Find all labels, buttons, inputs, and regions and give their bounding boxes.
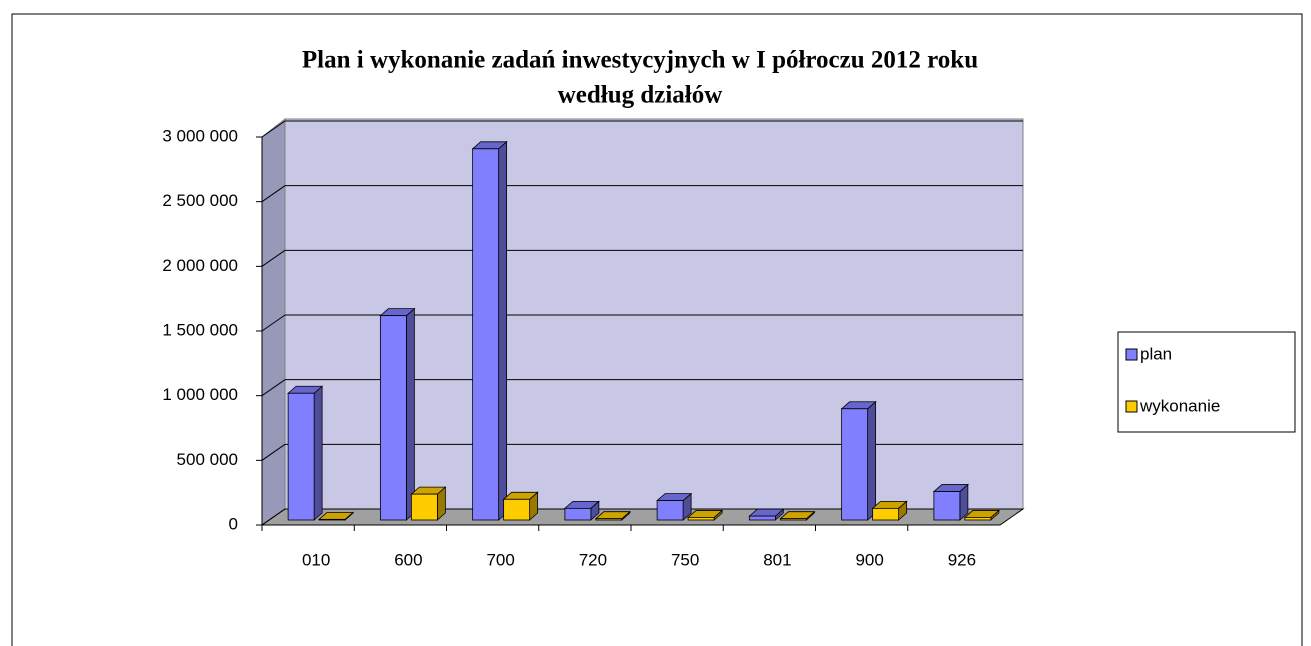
grid-line [261, 508, 286, 526]
grid-line [261, 185, 286, 203]
bar [748, 515, 776, 521]
legend-label: plan [1140, 344, 1172, 363]
bar [595, 518, 623, 521]
y-tick-label: 1 500 000 [162, 320, 238, 339]
grid-line [261, 120, 286, 138]
bar [872, 507, 900, 521]
legend-label: wykonanie [1139, 396, 1220, 415]
bar-side [867, 400, 877, 521]
grid-line [261, 379, 286, 397]
x-tick-label: 801 [763, 550, 791, 569]
y-tick-label: 0 [229, 514, 238, 533]
y-tick-label: 2 000 000 [162, 256, 238, 275]
chart-title: według działów [558, 82, 723, 109]
chart-title: Plan i wykonanie zadań inwestycyjnych w … [302, 47, 978, 74]
x-tick-label: 600 [394, 550, 422, 569]
grid-line [261, 443, 286, 461]
y-tick-label: 500 000 [177, 450, 238, 469]
x-tick-label: 700 [486, 550, 514, 569]
bar [410, 493, 438, 521]
x-tick-label: 926 [948, 550, 976, 569]
grid-line [261, 314, 286, 332]
y-tick-label: 3 000 000 [162, 126, 238, 145]
x-tick-label: 720 [579, 550, 607, 569]
bar [318, 518, 346, 521]
legend-swatch [1125, 348, 1138, 361]
x-tick-label: 750 [671, 550, 699, 569]
bar [687, 517, 715, 521]
bar [379, 315, 407, 521]
bar [503, 498, 531, 521]
bar-side [405, 307, 415, 521]
bar [564, 507, 592, 521]
y-tick-label: 2 500 000 [162, 191, 238, 210]
bar [287, 392, 315, 521]
x-tick-label: 010 [302, 550, 330, 569]
bar [779, 518, 807, 521]
legend-swatch [1125, 400, 1138, 413]
bar-side [313, 385, 323, 521]
floor [260, 508, 1025, 526]
side-wall [261, 117, 286, 526]
grid-line [261, 249, 286, 267]
legend-box [1117, 331, 1296, 433]
bar [964, 517, 992, 521]
bar-side [498, 140, 508, 521]
bar [472, 148, 500, 521]
bar [933, 491, 961, 521]
x-tick-label: 900 [855, 550, 883, 569]
bar [656, 500, 684, 521]
bar [841, 408, 869, 521]
y-tick-label: 1 000 000 [162, 385, 238, 404]
